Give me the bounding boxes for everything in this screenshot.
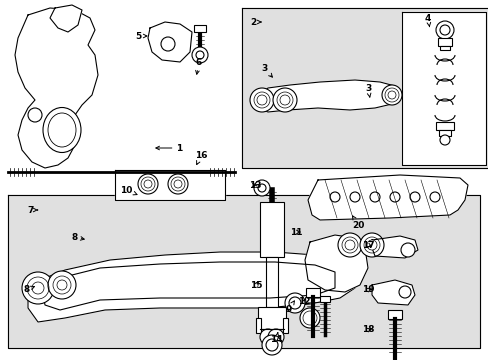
Polygon shape <box>28 252 354 322</box>
Circle shape <box>398 286 410 298</box>
Bar <box>283 318 287 333</box>
Circle shape <box>258 184 265 192</box>
Circle shape <box>32 282 44 294</box>
Bar <box>437 38 451 46</box>
Text: 19: 19 <box>361 285 374 294</box>
Circle shape <box>260 329 275 345</box>
Circle shape <box>439 135 449 145</box>
Polygon shape <box>42 262 334 310</box>
Text: 3: 3 <box>261 63 272 77</box>
Bar <box>435 122 453 130</box>
Ellipse shape <box>43 108 81 153</box>
Circle shape <box>369 192 379 202</box>
Circle shape <box>400 243 414 257</box>
Text: 10: 10 <box>120 185 137 195</box>
Circle shape <box>57 280 67 290</box>
Circle shape <box>435 21 453 39</box>
Circle shape <box>138 174 158 194</box>
Text: 15: 15 <box>249 280 262 289</box>
Bar <box>319 296 329 302</box>
Text: 8: 8 <box>71 233 84 242</box>
Bar <box>387 310 401 319</box>
Text: 13: 13 <box>248 180 261 189</box>
Circle shape <box>196 51 203 59</box>
Text: 8: 8 <box>23 285 34 294</box>
Polygon shape <box>371 280 414 305</box>
Polygon shape <box>242 8 488 168</box>
Bar <box>260 202 284 257</box>
Polygon shape <box>15 8 98 168</box>
Circle shape <box>337 233 361 257</box>
Circle shape <box>249 88 273 112</box>
Text: 7: 7 <box>27 206 38 215</box>
Circle shape <box>288 297 301 309</box>
Text: 6: 6 <box>195 58 202 74</box>
Polygon shape <box>305 235 367 292</box>
Circle shape <box>349 192 359 202</box>
Circle shape <box>387 91 395 99</box>
Ellipse shape <box>48 113 76 147</box>
Bar <box>265 257 278 307</box>
Circle shape <box>439 25 449 35</box>
Polygon shape <box>115 170 224 200</box>
Circle shape <box>359 233 383 257</box>
Circle shape <box>168 174 187 194</box>
Bar <box>194 25 205 32</box>
Circle shape <box>257 95 266 105</box>
Circle shape <box>409 192 419 202</box>
Circle shape <box>253 180 269 196</box>
Text: 11: 11 <box>289 228 302 237</box>
Circle shape <box>143 180 152 188</box>
Polygon shape <box>401 12 485 165</box>
Text: 12: 12 <box>297 297 310 306</box>
Circle shape <box>192 47 207 63</box>
Circle shape <box>161 37 175 51</box>
Circle shape <box>265 339 278 351</box>
Circle shape <box>285 293 305 313</box>
Circle shape <box>329 192 339 202</box>
Text: 4: 4 <box>424 14 430 27</box>
Circle shape <box>48 271 76 299</box>
Bar <box>258 307 285 329</box>
Bar <box>305 288 319 297</box>
Text: 18: 18 <box>361 325 374 334</box>
Circle shape <box>267 329 284 345</box>
Circle shape <box>174 180 182 188</box>
Circle shape <box>299 308 319 328</box>
Polygon shape <box>258 80 397 112</box>
Bar <box>439 46 449 50</box>
Text: 2: 2 <box>249 18 261 27</box>
Text: 5: 5 <box>135 32 146 41</box>
Polygon shape <box>50 5 82 32</box>
Text: 1: 1 <box>156 144 182 153</box>
Circle shape <box>381 85 401 105</box>
Text: 3: 3 <box>364 84 370 97</box>
Circle shape <box>272 88 296 112</box>
Circle shape <box>429 192 439 202</box>
Text: 17: 17 <box>361 240 374 249</box>
Text: 16: 16 <box>195 150 207 165</box>
Polygon shape <box>307 175 467 220</box>
Circle shape <box>280 95 289 105</box>
Text: 14: 14 <box>269 333 282 345</box>
Polygon shape <box>371 236 417 258</box>
Polygon shape <box>8 195 479 348</box>
Circle shape <box>389 192 399 202</box>
Text: 9: 9 <box>285 301 294 315</box>
Circle shape <box>345 240 354 250</box>
Polygon shape <box>148 22 192 62</box>
Bar <box>256 318 261 333</box>
Circle shape <box>28 108 42 122</box>
Text: 20: 20 <box>351 216 364 230</box>
Circle shape <box>366 240 376 250</box>
Circle shape <box>262 335 282 355</box>
Bar <box>438 130 450 136</box>
Circle shape <box>22 272 54 304</box>
